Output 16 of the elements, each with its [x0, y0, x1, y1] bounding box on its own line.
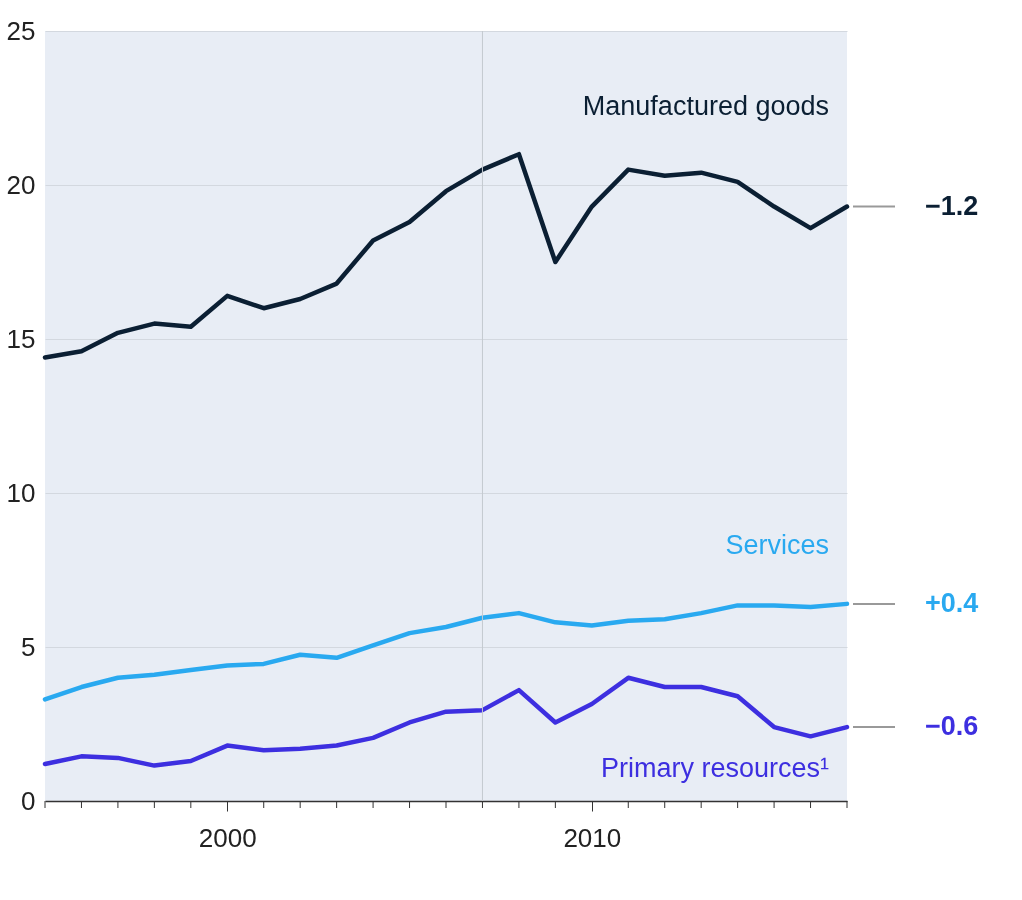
text: +0.4: [925, 587, 979, 618]
text: −0.6: [925, 711, 979, 742]
line-series: [42, 151, 850, 360]
x-tick-label: 2010: [563, 822, 622, 853]
text: Manufactured goods: [582, 90, 829, 121]
y-tick-label: 20: [6, 169, 36, 200]
line-series: [42, 601, 850, 702]
text: −1.2: [925, 190, 979, 221]
y-tick-label: 25: [6, 15, 36, 46]
series-label: Services: [725, 529, 829, 560]
x-tick-label: 2000: [198, 822, 257, 853]
series-label: Primary resources¹: [600, 753, 829, 784]
y-tick-label: 10: [6, 477, 36, 508]
y-tick-label: 0: [21, 785, 36, 816]
y-tick-label: 15: [6, 323, 36, 354]
y-tick-label: 5: [21, 631, 36, 662]
